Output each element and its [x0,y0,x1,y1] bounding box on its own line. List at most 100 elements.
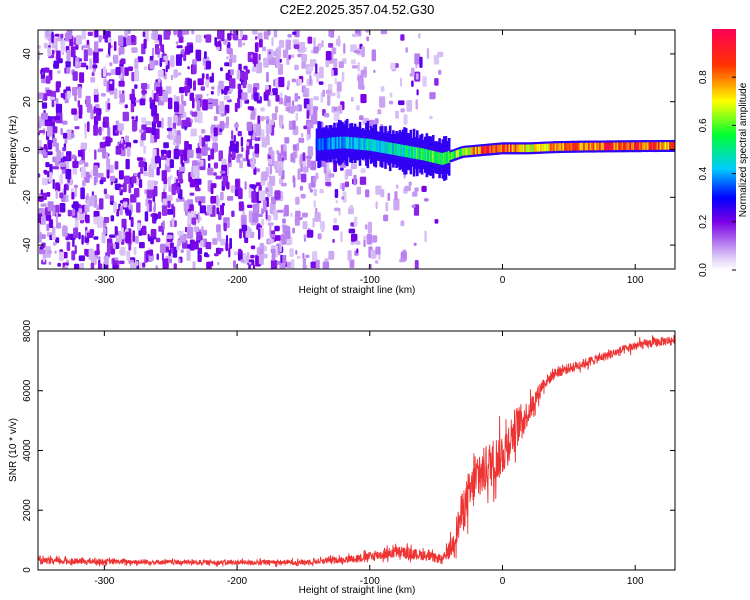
spectrogram-cell [72,71,78,81]
spectrogram-cell [152,47,155,59]
spectrogram-cell [350,163,357,170]
spectrogram-cell [387,192,391,201]
spectrogram-cell [92,68,96,74]
spectrogram-cell [399,77,402,87]
signal-core [619,142,623,151]
signal-core [646,142,650,150]
spectrogram-cell [103,66,106,78]
spectrogram-cell [151,105,158,117]
signal-core [328,137,331,150]
spectrogram-cell [249,146,254,150]
spectrogram-cell [162,198,169,206]
signal-core [618,142,621,151]
x-tick-label: -100 [360,275,380,286]
spectrogram-cell [46,223,50,232]
signal-core [398,144,402,157]
spectrogram-cell [328,30,333,37]
signal-core [626,142,629,150]
spectrogram-cell [181,94,184,103]
spectrogram-cell [237,153,243,158]
spectrogram-cell [118,170,124,180]
spectrogram-cell [227,69,231,82]
spectrogram-cell [66,67,71,74]
spectrogram-cell [46,171,50,178]
spectrogram-cell [66,30,73,40]
spectrogram-cell [104,194,110,199]
spectrogram-cell [426,48,430,59]
spectrogram-cell [300,173,307,183]
spectrogram-cell [244,181,247,190]
signal-core [611,142,615,151]
spectrogram-cell [191,217,197,225]
spectrogram-cell [310,98,313,110]
spectrogram-cell [89,58,93,70]
spectrogram-cell [223,39,228,45]
spectrogram-cell [309,74,312,85]
spectrogram-cell [211,72,214,83]
signal-core [670,142,674,150]
spectrogram-cell [73,227,79,239]
signal-track [315,119,675,181]
signal-core [517,144,521,153]
spectrogram-cell [134,172,138,177]
spectrogram-cell [196,94,203,99]
signal-core [498,144,502,153]
signal-core [342,136,346,149]
spectrogram-cell [46,89,52,97]
spectrogram-cell [74,220,79,227]
spectrogram-cell [110,215,115,222]
spectrogram-cell [237,188,243,200]
spectrogram-cell [152,30,158,40]
spectrogram-cell [98,35,103,41]
spectrogram-cell [404,185,411,192]
signal-core [374,139,378,152]
spectrogram-cell [303,125,308,130]
signal-core [481,146,484,154]
signal-core [557,143,561,151]
y-tick-label: 8000 [22,319,33,342]
spectrogram-cell [79,58,83,62]
spectrogram-cell [261,137,268,148]
spectrogram-cell [121,218,127,230]
signal-core [473,147,476,155]
spectrogram-cell [113,201,117,213]
spectrogram-cell [228,152,232,164]
spectrogram-cell [412,191,418,197]
spectrogram-cell [79,72,85,83]
spectrogram-cell [335,200,338,204]
spectrogram-cell [189,192,195,196]
spectrogram-cell [93,124,98,136]
signal-core [455,150,459,158]
y-tick-label: 4000 [22,439,33,462]
spectrogram-cell [195,181,199,190]
signal-core [648,142,652,150]
spectrogram-cell [270,259,277,269]
spectrogram-cell [333,207,341,212]
spectrogram-cell [139,129,144,133]
spectrogram-cell [221,164,227,177]
spectrogram-cell [216,195,219,206]
spectrogram-cell [219,170,226,174]
spectrogram-cell [199,205,206,214]
spectrogram-cell [287,34,292,38]
spectrogram-cell [204,135,211,142]
spectrogram-cell [144,30,149,42]
x-tick-label: -200 [227,275,247,286]
spectrogram-cell [294,64,299,71]
spectrogram-cell [377,109,382,115]
spectrogram-cell [359,176,367,185]
signal-core [576,142,580,151]
signal-core [377,140,381,153]
spectrogram-cell [78,62,82,67]
spectrogram-cell [187,66,190,70]
spectrogram-cell [366,233,373,245]
spectrogram-cell [72,208,76,216]
spectrogram-cell [364,224,368,230]
spectrogram-cell [97,172,104,178]
spectrogram-cell [213,172,217,176]
spectrogram-cell [326,163,330,173]
signal-core [365,138,368,151]
spectrogram-cell [90,169,93,180]
x-tick-label: -300 [94,576,114,587]
spectrogram-cell [162,90,168,103]
